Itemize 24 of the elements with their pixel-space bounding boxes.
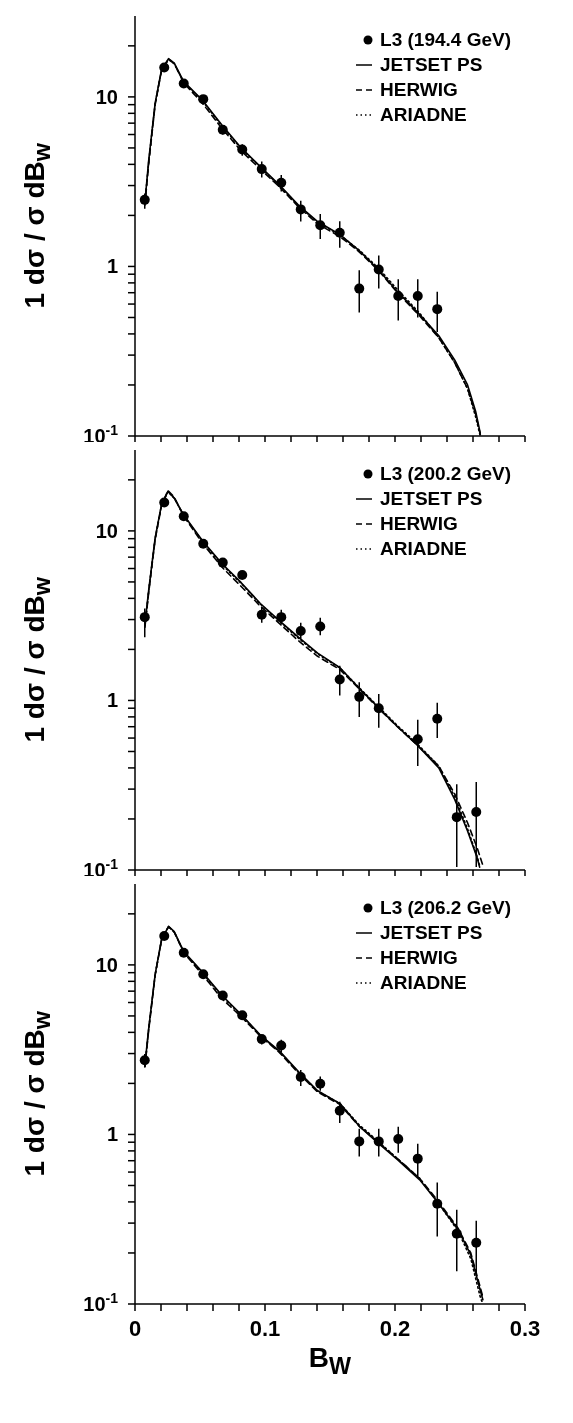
legend-label: ARIADNE — [380, 537, 467, 561]
legend-label: HERWIG — [380, 946, 458, 970]
y-tick-label: 10$^{-1}$ — [83, 1290, 119, 1315]
y-tick-label: 10 — [95, 953, 118, 976]
legend-label: HERWIG — [380, 512, 458, 536]
x-tick-label: 0.1 — [249, 1315, 281, 1341]
x-tick-label: 0.2 — [379, 1315, 411, 1341]
legend-label: L3 (194.4 GeV) — [380, 28, 511, 52]
legend-label: ARIADNE — [380, 971, 467, 995]
x-tick-label: 0.3 — [509, 1315, 541, 1341]
legend-label: L3 (206.2 GeV) — [380, 896, 511, 920]
legend-label: JETSET PS — [380, 487, 483, 511]
legend-label: JETSET PS — [380, 53, 483, 77]
y-tick-label: 1 — [106, 689, 118, 712]
legend-label: L3 (200.2 GeV) — [380, 462, 511, 486]
legend-label: HERWIG — [380, 78, 458, 102]
y-tick-label: 1 — [106, 1123, 118, 1146]
x-tick-label: 0 — [128, 1315, 142, 1341]
x-axis-title: B$_{W}$ — [308, 1342, 352, 1379]
legend-label: ARIADNE — [380, 103, 467, 127]
y-tick-label: 10 — [95, 85, 118, 108]
y-tick-label: 10 — [95, 519, 118, 542]
legend-label: JETSET PS — [380, 921, 483, 945]
y-tick-label: 1 — [106, 255, 118, 278]
